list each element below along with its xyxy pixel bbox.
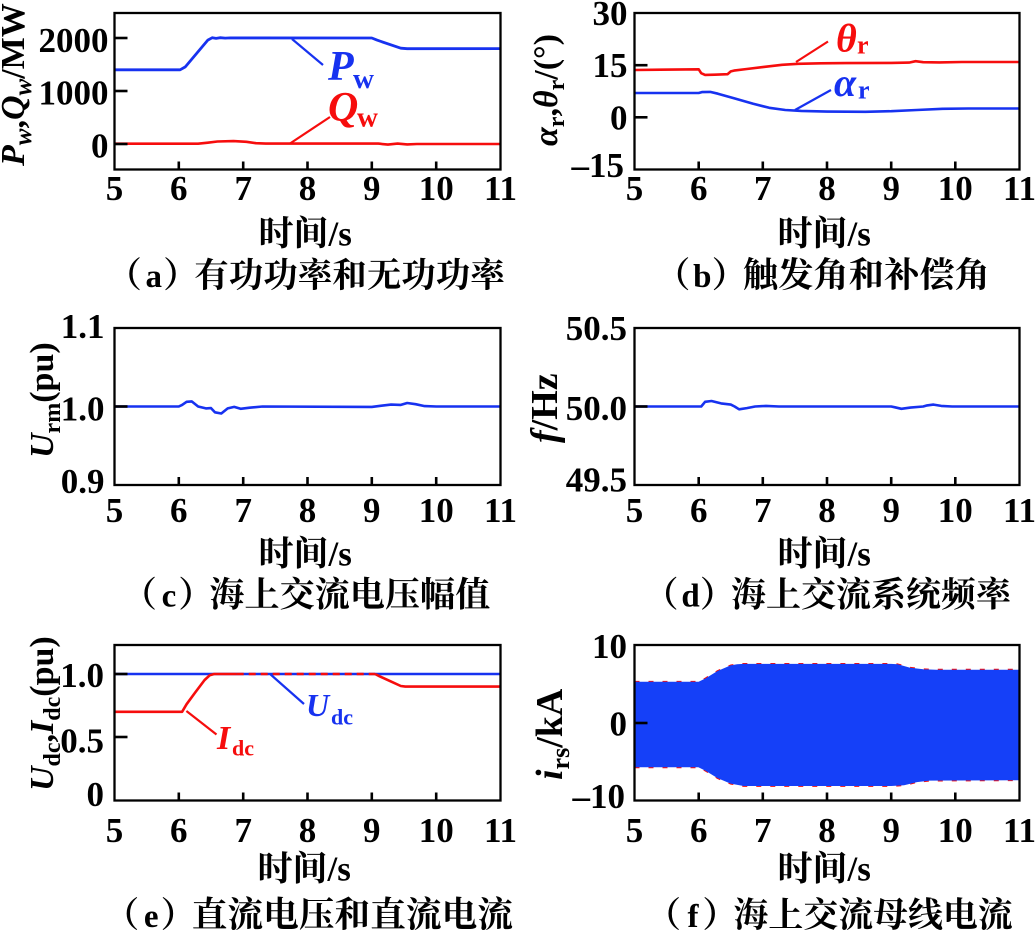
svg-text:/s: /s [847, 850, 871, 889]
svg-text:αr,θr/(°): αr,θr/(°) [528, 34, 570, 146]
svg-text:9: 9 [363, 811, 381, 850]
svg-text:6: 6 [690, 169, 708, 208]
svg-text:9: 9 [363, 169, 381, 208]
svg-text:U: U [306, 687, 331, 723]
svg-text:0: 0 [91, 127, 109, 166]
svg-text:0.5: 0.5 [60, 722, 104, 761]
svg-text:5: 5 [626, 811, 644, 850]
svg-text:0: 0 [87, 775, 105, 814]
svg-text:49.5: 49.5 [566, 461, 627, 500]
svg-text:11: 11 [1003, 811, 1035, 850]
svg-text:d: d [681, 579, 699, 615]
svg-text:10: 10 [592, 627, 627, 666]
svg-text:f: f [688, 899, 700, 935]
svg-text:7: 7 [754, 169, 772, 208]
svg-text:5: 5 [106, 491, 124, 530]
svg-text:10: 10 [419, 811, 454, 850]
svg-text:5: 5 [106, 169, 124, 208]
svg-text:r: r [858, 76, 870, 105]
svg-text:9: 9 [882, 491, 900, 530]
svg-text:/s: /s [847, 535, 871, 574]
svg-text:Urm(pu): Urm(pu) [24, 342, 66, 458]
svg-text:dc: dc [232, 736, 254, 761]
svg-text:–15: –15 [571, 146, 625, 185]
svg-text:11: 11 [1003, 491, 1035, 530]
svg-text:0.9: 0.9 [61, 462, 105, 501]
svg-text:6: 6 [690, 491, 708, 530]
svg-text:8: 8 [818, 169, 836, 208]
svg-text:8: 8 [818, 811, 836, 850]
svg-text:8: 8 [299, 491, 317, 530]
svg-text:10: 10 [419, 169, 454, 208]
svg-text:0: 0 [610, 705, 628, 744]
svg-text:5: 5 [626, 491, 644, 530]
svg-text:11: 11 [1003, 169, 1035, 208]
svg-text:6: 6 [170, 169, 188, 208]
svg-text:/s: /s [847, 214, 871, 253]
svg-text:r: r [857, 31, 869, 60]
svg-text:5: 5 [626, 169, 644, 208]
svg-text:w: w [353, 63, 374, 95]
svg-text:10: 10 [938, 169, 973, 208]
svg-text:f/Hz: f/Hz [524, 373, 566, 443]
svg-text:10: 10 [938, 811, 973, 850]
svg-text:9: 9 [363, 491, 381, 530]
svg-text:11: 11 [484, 491, 517, 530]
svg-text:6: 6 [170, 491, 188, 530]
svg-text:11: 11 [484, 811, 517, 850]
svg-text:10: 10 [419, 491, 454, 530]
svg-text:9: 9 [882, 811, 900, 850]
svg-text:7: 7 [754, 491, 772, 530]
svg-text:7: 7 [754, 811, 772, 850]
svg-text:2000: 2000 [39, 21, 109, 60]
svg-text:e: e [144, 899, 159, 935]
svg-text:7: 7 [234, 811, 252, 850]
svg-text:Q: Q [328, 85, 358, 131]
svg-text:30: 30 [593, 0, 628, 33]
svg-text:50.0: 50.0 [566, 389, 627, 428]
svg-text:α: α [834, 60, 857, 105]
svg-text:7: 7 [234, 491, 252, 530]
svg-text:11: 11 [484, 169, 517, 208]
svg-text:7: 7 [234, 169, 252, 208]
svg-text:θ: θ [836, 16, 857, 61]
svg-text:/s: /s [327, 850, 351, 889]
svg-text:w: w [357, 102, 378, 134]
svg-text:5: 5 [106, 811, 124, 850]
svg-text:0: 0 [610, 99, 628, 138]
svg-text:15: 15 [593, 46, 628, 85]
svg-text:6: 6 [690, 811, 708, 850]
svg-text:b: b [693, 259, 711, 295]
svg-text:Pw,Qw/MW: Pw,Qw/MW [0, 3, 37, 167]
svg-text:irs/kA: irs/kA [529, 688, 575, 780]
svg-text:1.0: 1.0 [61, 390, 105, 429]
svg-text:10: 10 [938, 491, 973, 530]
svg-text:dc: dc [331, 705, 353, 730]
svg-text:/s: /s [328, 214, 352, 253]
svg-text:I: I [216, 720, 232, 757]
svg-text:/s: /s [328, 535, 352, 574]
svg-text:1.1: 1.1 [61, 307, 105, 346]
svg-text:–10: –10 [572, 777, 626, 816]
svg-text:1000: 1000 [39, 74, 109, 113]
svg-text:a: a [146, 259, 163, 295]
svg-text:P: P [327, 44, 354, 90]
svg-text:9: 9 [882, 169, 900, 208]
svg-text:1.0: 1.0 [60, 656, 104, 695]
svg-text:6: 6 [170, 811, 188, 850]
svg-text:8: 8 [299, 811, 317, 850]
svg-text:50.5: 50.5 [566, 309, 627, 348]
svg-text:c: c [162, 579, 177, 615]
svg-text:8: 8 [818, 491, 836, 530]
svg-text:8: 8 [299, 169, 317, 208]
svg-text:Udc,Idc(pu): Udc,Idc(pu) [24, 636, 66, 791]
